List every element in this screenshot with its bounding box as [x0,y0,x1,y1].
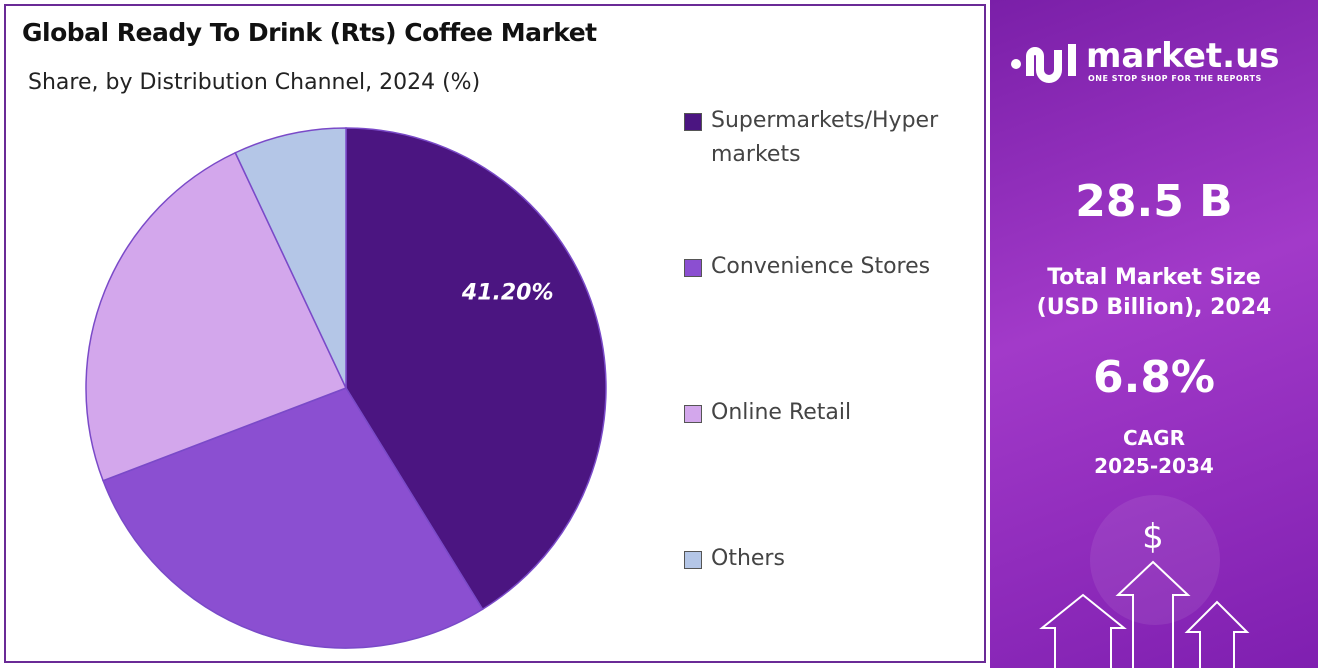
legend-swatch [684,113,702,131]
cagr-label: CAGR [1123,426,1185,450]
decoration: $ [1011,44,1250,668]
pie-chart: 41.20% [85,127,607,649]
chart-title: Global Ready To Drink (Rts) Coffee Marke… [22,18,597,47]
cagr: 6.8% [1092,352,1216,403]
legend-label: Supermarkets/Hyper markets [711,108,939,167]
legend-label: Convenience Stores [711,254,931,279]
legend-entry: Convenience Stores [684,250,971,284]
legend-swatch [684,259,702,277]
legend-entry: Others [684,542,971,576]
chart-frame [4,4,986,663]
tagline: ONE STOP SHOP FOR THE REPORTS [1088,74,1262,83]
legend-label: Others [711,546,785,571]
pie-slice [102,387,484,649]
legend-entry: Online Retail [684,396,971,430]
side-panel: $ market.us ONE STOP SHOP FOR THE REPORT… [990,0,1318,668]
legend-swatch [684,551,702,569]
market-size-label: (USD Billion), 2024 [1036,295,1272,320]
brand: market.us [1086,36,1280,76]
pie-slice [345,127,607,611]
market-size: 28.5 B [1075,176,1233,227]
legend-swatch [684,405,702,423]
legend-entry: Supermarkets/Hyper markets [684,104,971,172]
data-label: 41.20% [461,281,554,306]
market-size-label: Total Market Size [1047,265,1261,290]
svg-text:$: $ [1142,517,1164,557]
pie-slice [85,151,348,482]
chart-subtitle: Share, by Distribution Channel, 2024 (%) [28,70,481,95]
legend-label: Online Retail [711,400,852,425]
cagr-label: 2025-2034 [1094,454,1214,478]
pie-slice [234,127,347,389]
